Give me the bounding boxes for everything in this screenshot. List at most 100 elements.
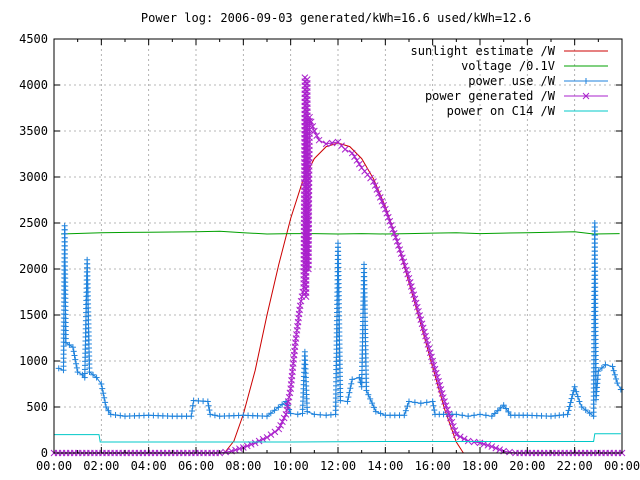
series-2 [55, 220, 624, 420]
data-point [506, 448, 513, 456]
data-point [425, 345, 433, 352]
y-tick-label: 1500 [19, 308, 48, 322]
data-point [380, 201, 387, 209]
data-point [322, 140, 330, 148]
x-tick-label: 04:00 [131, 459, 167, 473]
data-point [376, 194, 384, 201]
y-tick-label: 0 [41, 446, 48, 460]
data-point [378, 197, 386, 205]
data-point [409, 287, 416, 294]
data-point [429, 357, 437, 365]
x-tick-label: 16:00 [415, 459, 451, 473]
data-point [401, 262, 409, 270]
data-point [328, 139, 336, 147]
legend-label: sunlight estimate /W [411, 44, 556, 58]
data-point [386, 217, 394, 225]
data-point [419, 324, 427, 332]
data-point [418, 320, 426, 328]
data-point [284, 402, 291, 410]
legend-label: power use /W [468, 74, 555, 88]
data-point [444, 406, 451, 414]
data-point [348, 149, 356, 157]
data-point [412, 299, 420, 307]
data-point [251, 439, 259, 447]
data-point [428, 353, 435, 361]
data-point [434, 373, 441, 381]
data-point [403, 266, 410, 274]
data-point [452, 431, 460, 438]
data-point [334, 138, 342, 146]
data-point [406, 278, 414, 286]
data-point [496, 446, 504, 453]
y-tick-label: 2000 [19, 262, 48, 276]
data-point [450, 422, 457, 430]
x-tick-label: 00:00 [36, 459, 72, 473]
data-point [232, 446, 239, 454]
data-point [243, 442, 251, 450]
y-tick-label: 3500 [19, 124, 48, 138]
data-point [361, 167, 368, 175]
data-point [341, 146, 349, 153]
data-point [315, 136, 323, 144]
data-point [275, 425, 283, 433]
data-point [484, 441, 492, 449]
x-tick-label: 20:00 [509, 459, 545, 473]
data-point [430, 361, 438, 369]
data-point [488, 443, 496, 450]
data-point [387, 221, 395, 229]
data-point [355, 160, 363, 168]
data-point [410, 291, 418, 299]
data-point [492, 444, 500, 452]
data-point [439, 394, 447, 401]
data-point [415, 307, 422, 315]
x-tick-label: 10:00 [273, 459, 309, 473]
x-tick-label: 08:00 [225, 459, 261, 473]
data-point [296, 302, 304, 310]
data-point [399, 254, 406, 262]
data-point [358, 164, 366, 172]
data-point [389, 225, 397, 233]
data-point [405, 274, 413, 282]
data-point [396, 246, 404, 253]
data-point [436, 381, 444, 389]
data-point [460, 435, 468, 443]
data-point [422, 332, 429, 340]
data-point [285, 393, 293, 401]
data-point [383, 209, 391, 217]
data-point [448, 418, 456, 426]
x-tick-label: 02:00 [83, 459, 119, 473]
legend-label: power on C14 /W [447, 104, 556, 118]
data-point [437, 385, 445, 393]
data-point [435, 377, 442, 385]
data-point [271, 428, 279, 436]
legend-label: power generated /W [425, 89, 556, 103]
series-3 [50, 74, 626, 457]
series-line [61, 230, 620, 235]
data-point [351, 153, 358, 161]
data-point [370, 178, 377, 185]
data-point [424, 341, 432, 348]
data-point [476, 439, 484, 447]
data-point [259, 435, 267, 443]
data-point [390, 229, 398, 237]
data-point [413, 303, 421, 311]
data-point [397, 250, 405, 258]
data-point [255, 437, 263, 445]
data-point [307, 118, 315, 126]
x-tick-labels: 00:00 02:00 04:00 06:00 08:00 10:00 12:00 14:00… [36, 459, 640, 473]
y-tick-label: 1000 [19, 354, 48, 368]
data-point [284, 398, 292, 405]
x-tick-label: 18:00 [462, 459, 498, 473]
y-tick-label: 2500 [19, 216, 48, 230]
x-tick-label: 00:00 [604, 459, 640, 473]
y-tick-labels: 0 500 1000 1500 2000 2500 3000 3500 4000 4500 [19, 32, 48, 460]
data-point [423, 336, 431, 344]
y-tick-label: 4500 [19, 32, 48, 46]
series-line [54, 433, 621, 443]
data-point [442, 402, 450, 409]
data-point [286, 389, 294, 397]
data-point [338, 142, 345, 150]
